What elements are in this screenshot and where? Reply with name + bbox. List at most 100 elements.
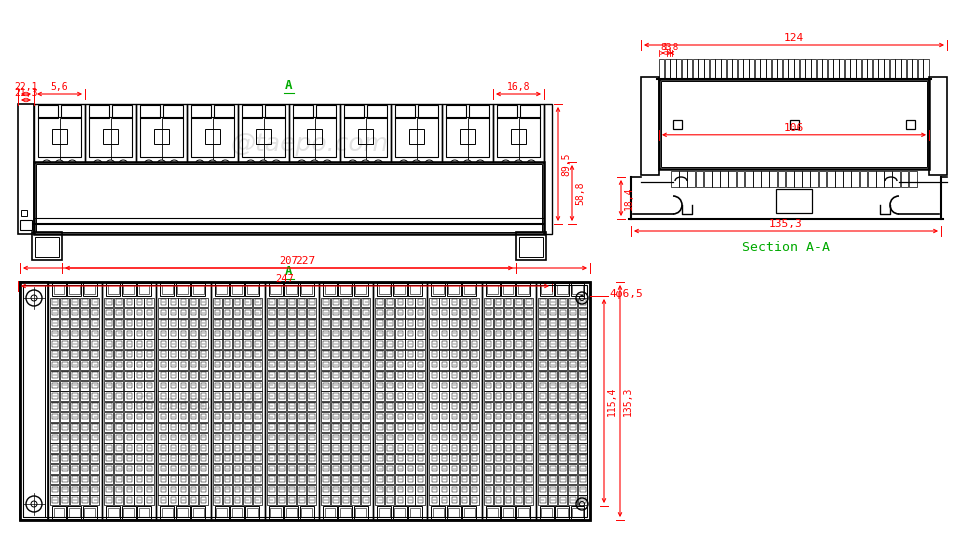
Bar <box>127 320 132 326</box>
Bar <box>504 443 513 453</box>
Bar <box>201 424 206 430</box>
Bar <box>416 329 424 339</box>
Bar <box>215 331 221 336</box>
Bar <box>440 340 448 349</box>
Bar <box>486 341 492 347</box>
Bar <box>524 350 533 359</box>
Bar <box>307 350 316 359</box>
Bar <box>243 329 252 339</box>
Bar <box>199 454 207 464</box>
Bar <box>124 454 133 464</box>
Bar <box>114 381 124 390</box>
Bar <box>255 372 260 378</box>
Bar <box>803 171 810 187</box>
Bar <box>62 331 68 336</box>
Bar <box>225 445 230 451</box>
Bar <box>578 496 588 505</box>
Bar <box>80 391 89 401</box>
Bar <box>300 310 304 316</box>
Bar <box>493 371 503 380</box>
Bar <box>70 298 80 308</box>
Bar <box>60 464 69 474</box>
Bar <box>114 475 124 484</box>
Bar <box>134 485 144 494</box>
Bar <box>52 393 58 399</box>
Text: 16,8: 16,8 <box>507 82 530 92</box>
Bar <box>69 508 80 517</box>
Bar <box>580 300 586 305</box>
Bar <box>568 371 577 380</box>
Bar <box>524 485 533 494</box>
Bar <box>429 319 439 328</box>
Bar <box>147 372 152 378</box>
Bar <box>341 350 350 359</box>
Bar <box>171 486 177 492</box>
Bar <box>469 485 479 494</box>
Bar <box>375 350 384 359</box>
Bar <box>309 310 315 316</box>
Bar <box>361 360 371 370</box>
Bar <box>541 285 552 294</box>
Bar <box>506 310 512 316</box>
Bar <box>442 331 447 336</box>
Bar <box>429 298 439 308</box>
Bar <box>83 372 88 378</box>
Bar <box>324 508 335 517</box>
Bar <box>469 464 479 474</box>
Bar <box>321 391 330 401</box>
Bar <box>309 341 315 347</box>
Bar <box>176 283 190 296</box>
Bar <box>385 464 395 474</box>
Bar <box>324 341 328 347</box>
Bar <box>252 464 262 474</box>
Bar <box>307 422 316 432</box>
Bar <box>375 443 384 453</box>
Bar <box>289 486 295 492</box>
Bar <box>223 371 232 380</box>
Bar <box>568 402 577 411</box>
Bar <box>377 414 383 420</box>
Bar <box>375 422 384 432</box>
Bar <box>331 475 340 484</box>
Bar <box>243 475 252 484</box>
Bar <box>452 351 457 357</box>
Bar <box>418 414 423 420</box>
Bar <box>62 382 68 388</box>
Bar <box>397 424 403 430</box>
Bar <box>107 403 112 409</box>
Bar <box>72 414 78 420</box>
Bar <box>232 319 242 328</box>
Bar <box>331 308 340 318</box>
Bar <box>116 424 122 430</box>
Bar <box>301 285 312 294</box>
Bar <box>333 351 339 357</box>
Bar <box>271 285 281 294</box>
Bar <box>514 485 523 494</box>
Bar <box>90 485 100 494</box>
Bar <box>191 445 196 451</box>
Bar <box>418 310 423 316</box>
Bar <box>321 340 330 349</box>
Bar <box>568 381 577 390</box>
Bar <box>267 381 276 390</box>
Bar <box>440 496 448 505</box>
Bar <box>516 372 521 378</box>
Bar <box>364 435 369 440</box>
Bar <box>449 308 459 318</box>
Bar <box>269 466 275 472</box>
Bar <box>191 497 196 502</box>
Bar <box>361 433 371 443</box>
Bar <box>516 341 521 347</box>
Bar <box>375 454 384 464</box>
Bar <box>396 485 404 494</box>
Bar <box>440 402 448 411</box>
Bar <box>558 391 567 401</box>
Bar <box>538 340 547 349</box>
Bar <box>83 341 88 347</box>
Bar <box>449 402 459 411</box>
Bar <box>245 414 251 420</box>
Bar <box>446 506 461 519</box>
Bar <box>364 456 369 461</box>
Bar <box>267 340 276 349</box>
Bar <box>340 104 391 162</box>
